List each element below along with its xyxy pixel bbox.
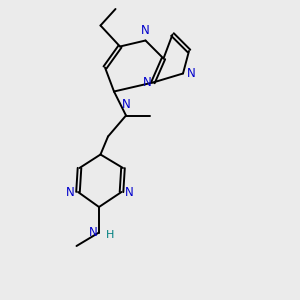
Text: N: N xyxy=(122,98,130,111)
Text: N: N xyxy=(125,185,134,199)
Text: N: N xyxy=(187,67,195,80)
Text: N: N xyxy=(143,76,152,89)
Text: N: N xyxy=(89,226,98,239)
Text: H: H xyxy=(106,230,114,240)
Text: N: N xyxy=(141,24,150,37)
Text: N: N xyxy=(66,185,74,199)
